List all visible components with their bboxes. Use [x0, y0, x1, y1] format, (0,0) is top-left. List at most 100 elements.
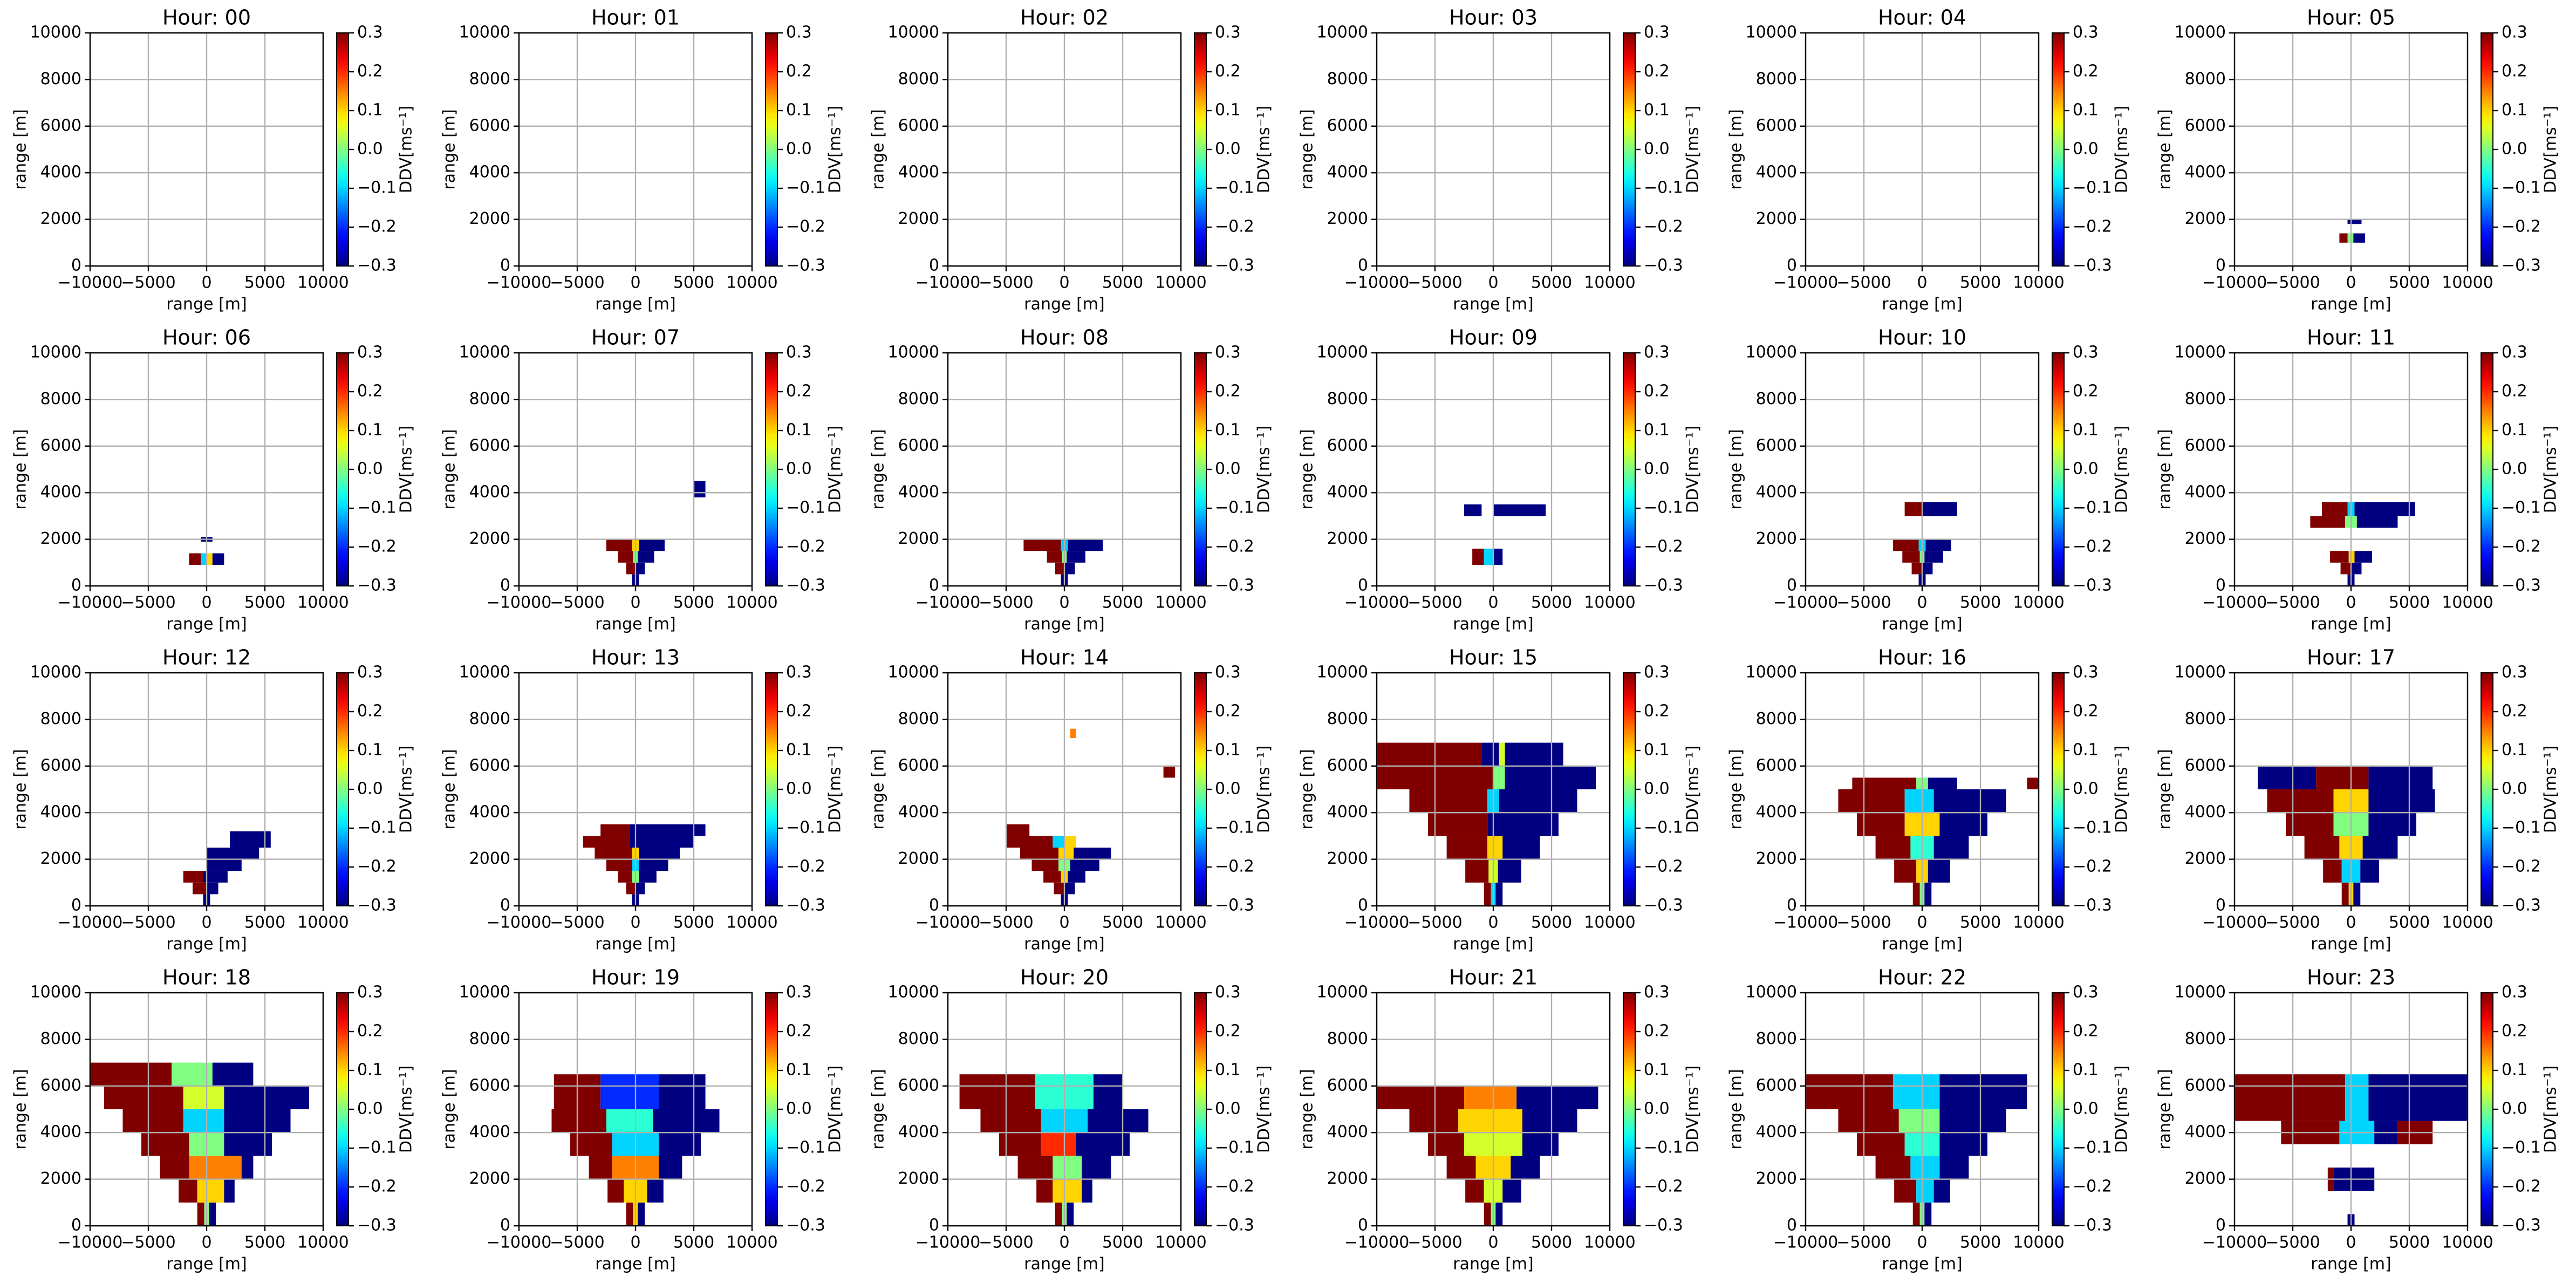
- x-tick-label: 10000: [2013, 1233, 2064, 1252]
- y-tick-label: 2000: [2185, 849, 2226, 868]
- colorbar-label: DDV[ms⁻¹]: [826, 106, 845, 193]
- heatmap-cell: [1484, 882, 1491, 906]
- colorbar-tick-label: 0.2: [2073, 382, 2099, 401]
- colorbar: [1623, 992, 1636, 1226]
- colorbar-tick-label: 0.3: [2073, 23, 2099, 42]
- y-tick-label: 4000: [898, 1123, 939, 1142]
- y-tick-label: 0: [500, 576, 510, 595]
- x-axis-label: range [m]: [2311, 615, 2391, 634]
- subplot: Hour: 15 −10000−5000 0 5000 10000 0 2000 4000 60…: [1298, 646, 1703, 954]
- heatmap-cell: [999, 1132, 1041, 1156]
- x-tick-label: −5000: [979, 593, 1033, 612]
- colorbar-label: DDV[ms⁻¹]: [2113, 746, 2131, 833]
- heatmap-cell: [207, 882, 218, 895]
- subplot-title: Hour: 17: [2307, 646, 2395, 670]
- colorbar: [765, 992, 778, 1226]
- colorbar-label: DDV[ms⁻¹]: [2541, 106, 2560, 193]
- axes-frame: [947, 992, 1182, 1227]
- y-tick-label: 2000: [1327, 209, 1368, 228]
- axes-frame: [1376, 992, 1611, 1227]
- y-tick-label: 8000: [40, 70, 81, 88]
- colorbar: [2481, 32, 2493, 267]
- colorbar-tick-label: 0.2: [1644, 382, 1670, 401]
- heatmap-cell: [172, 1062, 213, 1086]
- x-tick-label: 10000: [2013, 593, 2064, 612]
- y-axis-label: range [m]: [2156, 429, 2175, 509]
- y-tick-label: 0: [500, 896, 510, 915]
- heatmap-cell: [241, 1156, 254, 1179]
- x-tick-label: 5000: [1531, 1233, 1572, 1252]
- y-tick-label: 2000: [2185, 1169, 2226, 1188]
- y-tick-label: 2000: [469, 1169, 510, 1188]
- colorbar-tick-label: −0.1: [2073, 818, 2112, 837]
- heatmap-cell: [1428, 1132, 1464, 1156]
- y-tick-label: 10000: [888, 343, 939, 362]
- colorbar-tick-label: 0.1: [1644, 1061, 1670, 1080]
- colorbar: [2052, 672, 2065, 906]
- heatmap-cells: [959, 1074, 1149, 1226]
- colorbar-label: DDV[ms⁻¹]: [2541, 1066, 2560, 1153]
- y-tick-label: 8000: [1756, 1029, 1797, 1048]
- subplot: Hour: 01 −10000−5000 0 5000 10000 0 2000 4000 60…: [440, 6, 845, 314]
- y-tick-label: 6000: [898, 1076, 939, 1095]
- axes-frame: [2233, 672, 2469, 907]
- heatmap-cell: [1446, 1156, 1476, 1179]
- colorbar-label: DDV[ms⁻¹]: [826, 1066, 845, 1153]
- colorbar-tick-label: −0.1: [1215, 499, 1254, 517]
- axes-frame: [89, 352, 324, 587]
- colorbar-tick-label: 0.0: [2073, 460, 2099, 479]
- x-tick-label: −5000: [121, 913, 175, 932]
- heatmap-cell: [189, 1156, 242, 1179]
- colorbar-tick-label: 0.2: [2502, 702, 2527, 721]
- colorbar-tick-label: 0.0: [1644, 780, 1670, 799]
- subplot-title: Hour: 01: [591, 6, 680, 30]
- colorbar-tick-label: −0.2: [2502, 857, 2541, 876]
- colorbar-label: DDV[ms⁻¹]: [397, 426, 416, 513]
- x-tick-label: 5000: [244, 913, 285, 932]
- subplot-title: Hour: 02: [1020, 6, 1109, 30]
- colorbar-tick-label: 0.1: [1215, 741, 1241, 760]
- colorbar-tick-label: −0.3: [1215, 256, 1254, 275]
- x-tick-label: 10000: [2442, 593, 2493, 612]
- subplot: Hour: 05 −10000−5000 0 5000 10000 0 2000 4000 60…: [2156, 6, 2560, 314]
- heatmap-cell: [639, 848, 680, 859]
- y-axis-label: range [m]: [1727, 749, 1746, 829]
- heatmap-cells: [1893, 502, 1957, 586]
- heatmap-cell: [1472, 548, 1484, 565]
- colorbar-tick-label: −0.3: [1644, 256, 1683, 275]
- heatmap-cell: [212, 1062, 254, 1086]
- colorbar-tick-label: 0.0: [2073, 140, 2099, 159]
- y-tick-label: 10000: [459, 343, 510, 362]
- x-tick-label: 0: [1059, 593, 1069, 612]
- colorbar-tick-label: −0.2: [1644, 537, 1683, 556]
- colorbar-tick-label: −0.2: [357, 217, 397, 236]
- heatmap-cell: [626, 1202, 633, 1226]
- heatmap-cell: [1055, 562, 1064, 575]
- heatmap-cell: [197, 1202, 204, 1226]
- heatmap-cell: [1055, 1202, 1062, 1226]
- y-tick-label: 8000: [469, 70, 510, 88]
- colorbar-label: DDV[ms⁻¹]: [1255, 426, 1274, 513]
- y-tick-label: 4000: [2185, 803, 2226, 822]
- x-tick-label: 0: [1917, 593, 1927, 612]
- heatmap-cell: [2341, 882, 2349, 906]
- heatmap-cell: [1484, 1202, 1491, 1226]
- axes-frame: [947, 32, 1182, 267]
- y-tick-label: 10000: [30, 983, 81, 1002]
- heatmap-cell: [1852, 777, 1917, 789]
- x-tick-label: −10000: [487, 274, 552, 292]
- colorbar-label: DDV[ms⁻¹]: [1255, 1066, 1274, 1153]
- heatmap-cell: [653, 1109, 720, 1133]
- x-tick-label: −10000: [58, 1233, 123, 1252]
- subplot-title: Hour: 23: [2307, 966, 2395, 989]
- colorbar-tick-label: 0.2: [1644, 1022, 1670, 1041]
- x-tick-label: −10000: [915, 274, 981, 292]
- colorbar: [1623, 32, 1636, 267]
- heatmap-cell: [1505, 766, 1596, 789]
- y-tick-label: 2000: [40, 1169, 81, 1188]
- colorbar-tick-label: 0.2: [1215, 382, 1241, 401]
- heatmap-cell: [1487, 836, 1503, 859]
- colorbar-tick-label: 0.2: [786, 62, 812, 81]
- colorbar-tick-label: 0.0: [1644, 460, 1670, 479]
- y-axis-label: range [m]: [1298, 429, 1317, 509]
